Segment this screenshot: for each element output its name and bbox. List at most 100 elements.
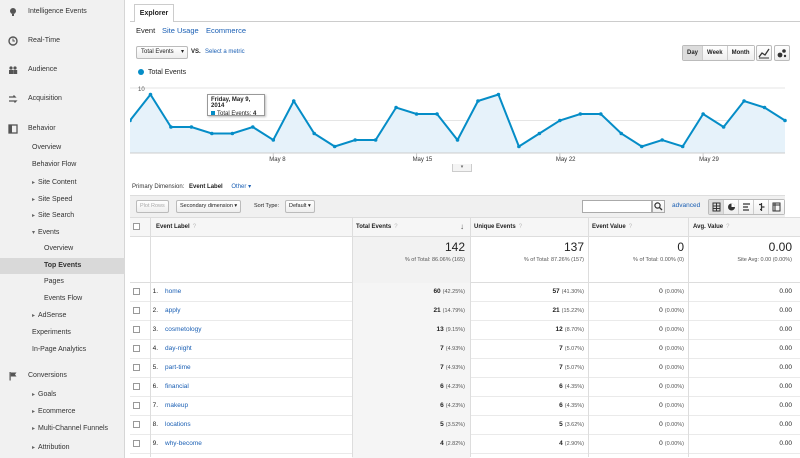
subtab-site-usage[interactable]: Site Usage: [162, 26, 199, 35]
period-selector: Day Week Month: [682, 45, 755, 61]
header-unique-events[interactable]: Unique Events?: [474, 224, 522, 230]
sidebar-item-acquisition[interactable]: Acquisition: [0, 91, 125, 107]
total-events-value: 7: [440, 345, 444, 352]
comparison-view-button[interactable]: [754, 200, 769, 214]
collapse-chart-handle[interactable]: ▾: [452, 164, 472, 172]
sidebar-item-site-speed[interactable]: ▸ Site Speed: [0, 192, 125, 208]
tooltip-date: Friday, May 9, 2014: [211, 97, 251, 109]
data-point: [435, 112, 439, 116]
help-icon: ?: [518, 224, 523, 230]
subtab-event[interactable]: Event: [136, 26, 156, 35]
vs-label: VS.: [191, 49, 201, 55]
sidebar-item-events-flow[interactable]: Events Flow: [0, 291, 125, 307]
sidebar-item-top-events[interactable]: Top Events: [0, 258, 125, 274]
table-row: 1. home 60 (42.25%) 57 (41.30%) 0 (0.00%) 0.00: [130, 283, 800, 302]
bar-view-button[interactable]: [739, 200, 754, 214]
header-event-value[interactable]: Event Value?: [592, 224, 632, 230]
period-month-button[interactable]: Month: [727, 46, 754, 60]
motion-chart-button[interactable]: [774, 45, 790, 61]
unique-events-cell: 57 (41.30%): [552, 288, 584, 295]
sidebar-item-in-page-analytics[interactable]: In-Page Analytics: [0, 342, 125, 358]
other-label: Other: [231, 184, 247, 190]
data-point: [517, 144, 521, 149]
secondary-dimension-select[interactable]: Secondary dimension ▾: [176, 200, 242, 213]
event-label-link[interactable]: day-night: [165, 345, 192, 352]
period-day-button[interactable]: Day: [683, 46, 704, 60]
caret-right-icon: ▸: [32, 445, 36, 451]
sort-type-select[interactable]: Default ▾: [285, 200, 315, 213]
avg-value-cell: 0.00: [779, 440, 792, 447]
event-label-link[interactable]: part-time: [165, 364, 191, 371]
sidebar-item-audience[interactable]: Audience: [0, 62, 125, 78]
data-point: [130, 118, 132, 123]
table-view-button[interactable]: [709, 200, 724, 214]
data-point: [312, 131, 317, 136]
line-chart-button[interactable]: [756, 45, 772, 61]
avg-value-cell: 0.00: [779, 307, 792, 314]
table-search-input[interactable]: [582, 200, 652, 213]
row-number: 4.: [152, 345, 158, 352]
sidebar-item-events-overview[interactable]: Overview: [0, 241, 125, 257]
header-text: Total Events: [356, 224, 392, 230]
advanced-link[interactable]: advanced: [672, 202, 701, 209]
select-metric-link[interactable]: Select a metric: [205, 49, 245, 55]
sidebar-item-pages[interactable]: Pages: [0, 274, 125, 290]
tab-explorer[interactable]: Explorer: [134, 4, 174, 22]
event-label-link[interactable]: locations: [165, 421, 191, 428]
plot-rows-button[interactable]: Plot Rows: [136, 200, 169, 213]
row-checkbox[interactable]: [133, 326, 140, 333]
row-checkbox[interactable]: [133, 345, 140, 352]
sidebar-item-behavior-flow[interactable]: Behavior Flow: [0, 157, 125, 173]
sidebar: Intelligence Events Real-Time Audience A…: [0, 0, 125, 458]
sidebar-item-goals[interactable]: ▸ Goals: [0, 387, 125, 403]
sidebar-item-experiments[interactable]: Experiments: [0, 325, 125, 341]
event-label-link[interactable]: home: [165, 288, 182, 295]
pie-view-button[interactable]: [724, 200, 739, 214]
search-button[interactable]: [652, 200, 665, 213]
select-all-checkbox[interactable]: [133, 223, 140, 230]
row-shade: [352, 321, 470, 340]
sidebar-item-adsense[interactable]: ▸ AdSense: [0, 308, 125, 324]
row-checkbox[interactable]: [133, 440, 140, 447]
row-checkbox[interactable]: [133, 288, 140, 295]
primary-dimension-other[interactable]: Other ▾: [231, 184, 252, 190]
sidebar-item-label: Behavior Flow: [32, 161, 77, 168]
row-checkbox[interactable]: [133, 402, 140, 409]
sidebar-item-real-time[interactable]: Real-Time: [0, 33, 125, 49]
sidebar-item-behavior-overview[interactable]: Overview: [0, 140, 125, 156]
sidebar-item-ecommerce[interactable]: ▸ Ecommerce: [0, 404, 125, 420]
pivot-view-button[interactable]: [769, 200, 784, 214]
event-label-link[interactable]: cosmetology: [165, 326, 202, 333]
event-label-link[interactable]: financial: [165, 383, 189, 390]
sidebar-item-conversions[interactable]: Conversions: [0, 368, 125, 384]
metric-select[interactable]: Total Events ▾: [136, 46, 188, 59]
sidebar-item-attribution[interactable]: ▸ Attribution: [0, 440, 125, 456]
row-number: 7.: [152, 402, 158, 409]
row-checkbox[interactable]: [133, 421, 140, 428]
event-label-link[interactable]: why-become: [165, 440, 202, 447]
row-shade: [352, 302, 470, 321]
row-checkbox[interactable]: [133, 383, 140, 390]
flag-icon: [9, 372, 17, 381]
column-divider: [470, 217, 471, 457]
sidebar-item-site-search[interactable]: ▸ Site Search: [0, 208, 125, 224]
period-week-button[interactable]: Week: [703, 46, 728, 60]
event-label-link[interactable]: apply: [165, 307, 181, 314]
header-avg-value[interactable]: Avg. Value?: [693, 224, 729, 230]
sidebar-item-site-content[interactable]: ▸ Site Content: [0, 175, 125, 191]
subtab-ecommerce[interactable]: Ecommerce: [206, 26, 247, 35]
sidebar-item-events[interactable]: ▾ Events: [0, 225, 125, 241]
row-checkbox[interactable]: [133, 307, 140, 314]
event-label-link[interactable]: makeup: [165, 402, 189, 409]
sidebar-item-multi-channel-funnels[interactable]: ▸ Multi-Channel Funnels: [0, 421, 125, 437]
sidebar-item-behavior[interactable]: Behavior: [0, 121, 125, 137]
header-event-label[interactable]: Event Label?: [156, 224, 196, 230]
total-events-value: 60: [433, 288, 441, 295]
total-events-cell: 5 (3.52%): [440, 421, 465, 428]
header-total-events[interactable]: Total Events?: [356, 224, 398, 230]
row-checkbox[interactable]: [133, 364, 140, 371]
unique-events-value: 7: [559, 364, 563, 371]
sidebar-item-label: Experiments: [32, 329, 71, 336]
sidebar-item-intelligence-events[interactable]: Intelligence Events: [0, 4, 125, 20]
